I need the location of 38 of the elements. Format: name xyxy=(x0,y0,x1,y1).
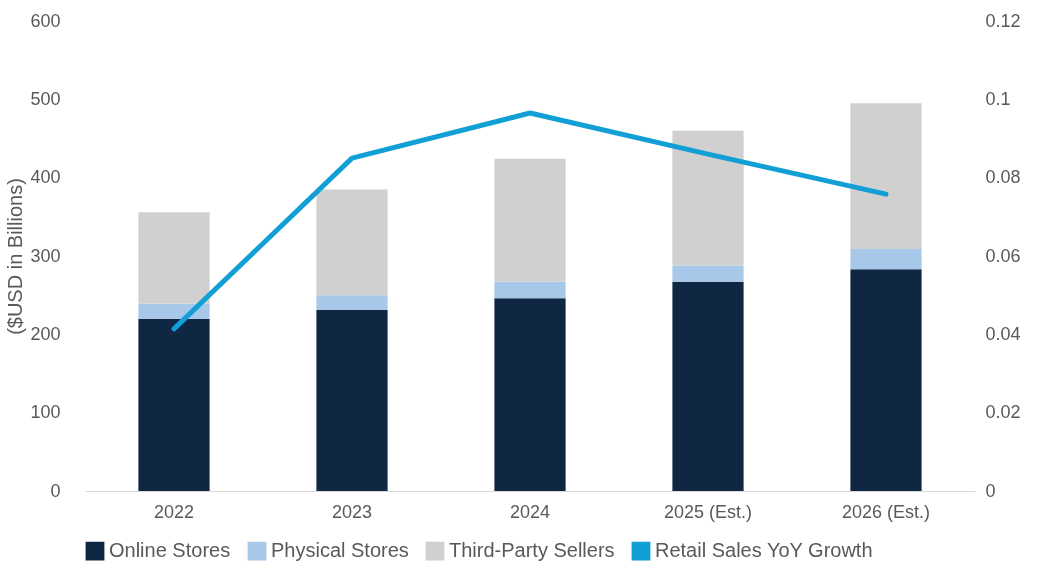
y-tick-label: 500 xyxy=(30,88,61,109)
bar xyxy=(672,130,744,266)
y2-tick-label: 0.08 xyxy=(985,167,1021,188)
x-tick-label: 2024 xyxy=(509,501,551,522)
x-tick-label: 2023 xyxy=(331,501,373,522)
bar xyxy=(138,212,210,304)
y-tick-label: 200 xyxy=(30,323,61,344)
bar xyxy=(316,310,388,491)
y2-tick-label: 0.02 xyxy=(985,402,1021,423)
legend-label: Online Stores xyxy=(109,539,231,562)
bar xyxy=(672,281,744,491)
bar xyxy=(850,248,922,270)
y-tick-label: 0 xyxy=(50,480,61,501)
y-tick-label: 600 xyxy=(30,10,61,31)
bar xyxy=(316,295,388,311)
x-tick-label: 2025 (Est.) xyxy=(663,501,753,522)
bar xyxy=(850,103,922,249)
bar xyxy=(494,298,566,491)
legend-label: Third-Party Sellers xyxy=(449,539,615,562)
bar xyxy=(494,158,566,282)
bar xyxy=(316,189,388,296)
y2-tick-label: 0 xyxy=(985,480,996,501)
y-tick-label: 100 xyxy=(30,402,61,423)
y-tick-label: 400 xyxy=(30,167,61,188)
legend-label: Physical Stores xyxy=(271,539,409,562)
y-axis-title: ($USD in Billions) xyxy=(4,178,27,335)
bar xyxy=(672,265,744,282)
y2-tick-label: 0.12 xyxy=(985,10,1021,31)
bar xyxy=(138,318,210,491)
y2-tick-label: 0.04 xyxy=(985,323,1021,344)
bar xyxy=(494,281,566,299)
y2-tick-label: 0.06 xyxy=(985,245,1021,266)
y-tick-label: 300 xyxy=(30,245,61,266)
x-tick-label: 2026 (Est.) xyxy=(841,501,931,522)
legend-label: Retail Sales YoY Growth xyxy=(655,539,873,562)
y2-tick-label: 0.1 xyxy=(985,88,1011,109)
x-tick-label: 2022 xyxy=(153,501,195,522)
bar xyxy=(850,269,922,491)
